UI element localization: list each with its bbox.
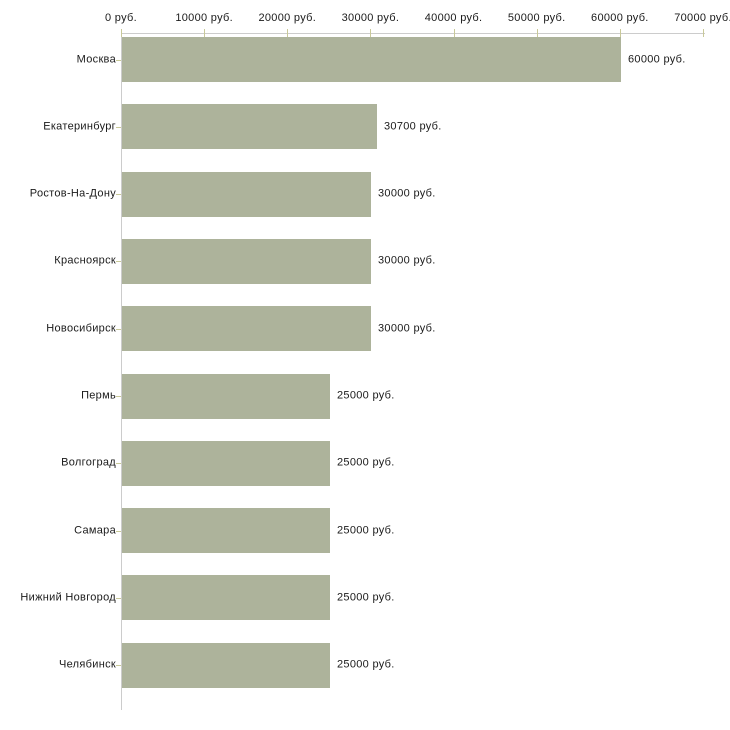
- category-label: Новосибирск: [46, 322, 116, 335]
- bar: [122, 171, 371, 217]
- value-label: 25000 руб.: [337, 524, 395, 537]
- category-tick-mark: [116, 396, 121, 397]
- x-axis-tick-label: 20000 руб.: [258, 12, 317, 24]
- bar: [122, 238, 371, 284]
- value-label: 25000 руб.: [337, 591, 395, 604]
- x-axis-tick-label: 70000 руб.: [674, 12, 730, 24]
- value-label: 60000 руб.: [628, 53, 686, 65]
- x-axis-tick-mark: [536, 29, 538, 37]
- bar: [122, 37, 621, 82]
- bar: [122, 508, 330, 554]
- value-label: 30000 руб.: [378, 322, 436, 335]
- category-tick-mark: [116, 597, 121, 599]
- category-label: Москва: [76, 53, 116, 65]
- x-axis-tick-mark: [204, 29, 206, 37]
- x-axis-tick-label: 0 руб.: [105, 12, 137, 24]
- x-axis-line: [121, 33, 705, 34]
- x-axis-tick-mark: [121, 29, 122, 37]
- category-label: Челябинск: [59, 658, 116, 671]
- value-label: 25000 руб.: [337, 456, 395, 469]
- category-label: Екатеринбург: [43, 120, 116, 133]
- category-tick-mark: [116, 59, 121, 61]
- x-axis-tick-mark: [453, 29, 455, 37]
- bar: [122, 642, 330, 688]
- value-label: 25000 руб.: [337, 389, 395, 402]
- category-label: Красноярск: [54, 254, 116, 267]
- bar: [122, 104, 377, 150]
- bar: [122, 575, 330, 621]
- x-axis-tick-label: 40000 руб.: [424, 12, 483, 24]
- value-label: 25000 руб.: [337, 658, 395, 671]
- category-tick-mark: [116, 261, 121, 263]
- y-axis-line: [121, 33, 122, 710]
- x-axis-tick-label: 30000 руб.: [341, 12, 400, 24]
- category-label: Ростов-На-Дону: [29, 187, 116, 200]
- category-tick-mark: [116, 463, 121, 465]
- value-label: 30000 руб.: [378, 254, 436, 267]
- x-axis-tick-label: 50000 руб.: [507, 12, 566, 24]
- bar: [122, 306, 371, 352]
- x-axis-tick-label: 10000 руб.: [175, 12, 233, 24]
- category-label: Нижний Новгород: [20, 591, 116, 604]
- x-axis-tick-label: 60000 руб.: [591, 12, 649, 24]
- x-axis-tick-mark: [370, 29, 372, 37]
- x-axis-tick-mark: [287, 29, 289, 37]
- category-label: Волгоград: [61, 456, 116, 469]
- category-tick-mark: [116, 665, 121, 667]
- category-tick-mark: [116, 126, 121, 128]
- category-tick-mark: [116, 194, 121, 196]
- category-tick-mark: [116, 530, 121, 532]
- category-label: Пермь: [81, 389, 116, 402]
- value-label: 30000 руб.: [378, 187, 436, 200]
- value-label: 30700 руб.: [384, 120, 442, 133]
- category-label: Самара: [74, 524, 116, 537]
- category-tick-mark: [116, 328, 121, 330]
- x-axis-tick-mark: [619, 29, 621, 37]
- x-axis-tick-mark: [703, 29, 704, 37]
- bar: [122, 373, 330, 419]
- bar: [122, 440, 330, 486]
